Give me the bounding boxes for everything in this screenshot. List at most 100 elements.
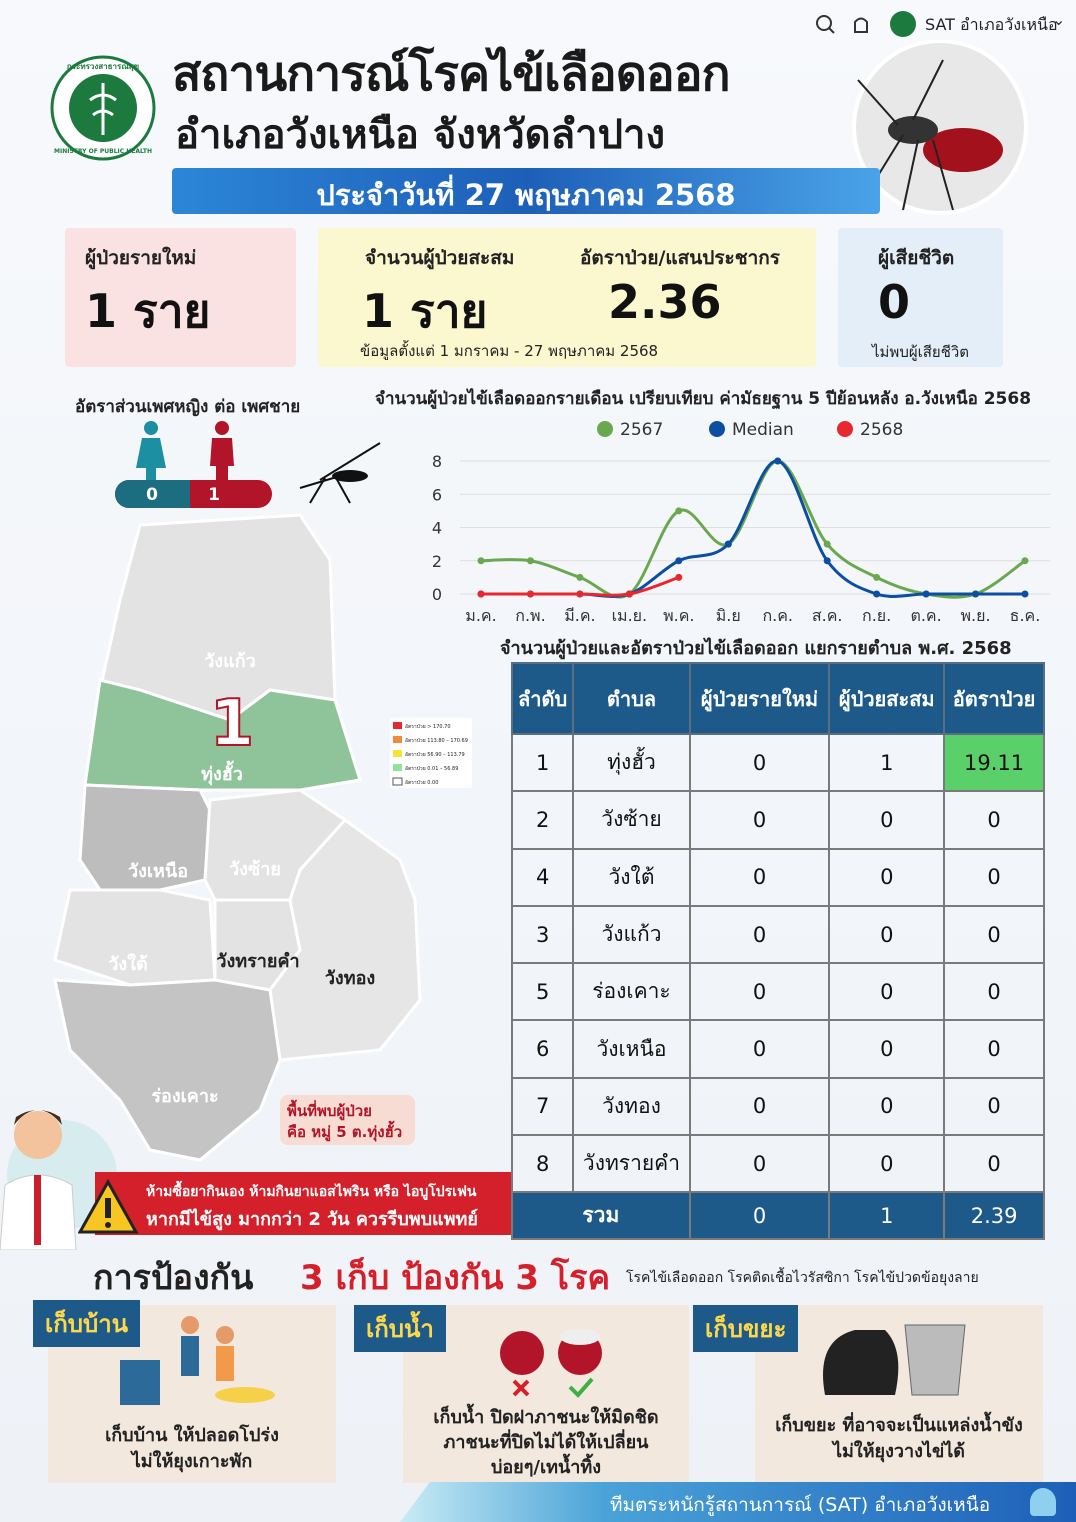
y-tick-label: 0 — [432, 585, 442, 604]
warning-bang — [105, 1198, 111, 1218]
case-count: 1 — [210, 687, 255, 761]
cum-box — [318, 228, 816, 367]
header-cell: อัตราป่วย — [943, 662, 1045, 735]
header-row: ลำดับ ตำบล ผู้ป่วยรายใหม่ ผู้ป่วยสะสม อัตราป… — [510, 662, 1045, 735]
person — [181, 1316, 199, 1334]
table-cell: 0 — [943, 1134, 1045, 1194]
new-value: 1 ราย — [85, 284, 211, 338]
death-label: ผู้เสียชีวิต — [878, 247, 955, 269]
series-point — [1021, 590, 1029, 598]
table-cell: 0 — [828, 1076, 946, 1137]
y-tick-label: 8 — [432, 452, 442, 471]
warning-dot — [105, 1222, 111, 1228]
table-cell: วังแก้ว — [572, 904, 691, 965]
card: เก็บขยะ ที่อาจจะเป็นแหล่งน้ำขัง ไม่ให้ยุ… — [755, 1305, 1043, 1483]
period: ข้อมูลตั้งแต่ 1 มกราคม - 27 พฤษภาคม 2568 — [360, 342, 659, 360]
legend-swatch — [393, 722, 402, 729]
table-cell: 7 — [510, 1076, 575, 1137]
district-label: วังทรายคำ — [216, 951, 299, 972]
district-label: ร่องเคาะ — [151, 1086, 218, 1107]
rate-value: 2.36 — [608, 275, 722, 329]
doctor-head — [14, 1111, 62, 1159]
header-cell: ผู้ป่วยสะสม — [828, 662, 946, 735]
warning-line: ห้ามซื้อยากินเอง ห้ามกินยาแอสไพริน หรือ … — [146, 1184, 477, 1200]
total-cell: 1 — [828, 1191, 946, 1241]
subtitle: อำเภอวังเหนือ จังหวัดลำปาง — [175, 112, 665, 158]
legend-swatch — [393, 764, 402, 771]
card-line: เก็บบ้าน ให้ปลอดโปร่ง — [105, 1425, 279, 1446]
card-line: ภาชนะที่ปิดไม่ได้ให้เปลี่ยน — [443, 1432, 649, 1453]
bell-icon[interactable] — [854, 17, 868, 33]
search-icon[interactable] — [816, 15, 832, 31]
account-name[interactable]: SAT อำเภอวังเหนือ — [925, 15, 1058, 34]
table-row: 1 ทุ่งฮั้ว 0 1 19.11 — [510, 732, 1045, 793]
cabinet — [120, 1360, 160, 1405]
table-row: 8 วังทรายคำ 0 0 0 — [510, 1134, 1045, 1194]
series-point — [477, 557, 485, 565]
note-line: คือ หมู่ 5 ต.ทุ่งฮั้ว — [287, 1120, 402, 1142]
prevention-diseases: โรคไข้เลือดออก โรคติดเชื้อไวรัสซิกา โรคไ… — [626, 1270, 979, 1286]
series-point — [774, 457, 782, 465]
table-cell: 0 — [688, 847, 831, 907]
series-point — [675, 557, 683, 565]
mosquito-body — [923, 128, 1003, 172]
x-tick-label: ธ.ค. — [1010, 606, 1041, 625]
table-cell: 0 — [828, 904, 946, 965]
table-cell: 0 — [828, 1019, 946, 1079]
gender-graphic: 0 1 — [115, 421, 381, 508]
table-row: 7 วังทอง 0 0 0 — [510, 1076, 1045, 1137]
series-point — [972, 590, 980, 598]
x-tick-label: มี.ค. — [564, 606, 595, 625]
jar-open — [500, 1331, 544, 1375]
card-tag: เก็บขยะ — [693, 1305, 799, 1352]
series-point — [576, 573, 584, 581]
table-cell: 2 — [510, 790, 575, 850]
x-tick-label: ก.พ. — [515, 606, 545, 625]
date-bar — [172, 168, 880, 214]
district-label: วังซ้าย — [229, 859, 281, 880]
x-tick-label: ก.ย. — [862, 606, 891, 625]
table-cell: 0 — [943, 790, 1045, 850]
series-point — [873, 573, 881, 581]
card-line: ไม่ให้ยุงเกาะพัก — [131, 1451, 253, 1472]
x-tick-label: ต.ค. — [910, 606, 941, 625]
female-icon — [136, 438, 166, 490]
person — [181, 1336, 199, 1376]
table-cell: 0 — [688, 1076, 831, 1137]
table-cell: 0 — [943, 904, 1045, 965]
table-cell: 5 — [510, 962, 575, 1022]
dropdown-arrow[interactable]: ⌄ — [1052, 10, 1066, 29]
legend-dot — [597, 421, 613, 437]
line-chart: จำนวนผู้ป่วยไข้เลือดออกรายเดือน เปรียบเท… — [375, 388, 1050, 625]
female-bar — [115, 480, 190, 508]
total-cell: 2.39 — [943, 1191, 1045, 1241]
coil — [215, 1387, 275, 1403]
death-box — [838, 228, 1003, 367]
account-avatar[interactable] — [890, 11, 916, 37]
death-note: ไม่พบผู้เสียชีวิต — [872, 343, 970, 361]
search-handle — [828, 27, 835, 34]
x-tick-label: ก.ค. — [762, 606, 793, 625]
series-point — [477, 590, 485, 598]
map: วังแก้ว ทุ่งฮั้ว วังเหนือ วังซ้าย วังใต้… — [53, 513, 472, 1162]
series-point — [576, 590, 584, 598]
male-count: 1 — [208, 485, 220, 505]
legend-dot — [837, 421, 853, 437]
series-point — [526, 557, 534, 565]
cum-label: จำนวนผู้ป่วยสะสม — [365, 247, 515, 269]
death-value: 0 — [878, 275, 911, 329]
table-cell: 0 — [688, 962, 831, 1022]
doctor-hair — [14, 1110, 62, 1125]
series-point — [675, 573, 683, 581]
new-box — [65, 228, 296, 367]
x-tick-label: พ.ค. — [663, 606, 694, 625]
table-cell: 1 — [510, 732, 575, 793]
table-title: จำนวนผู้ป่วยและอัตราป่วยไข้เลือดออก แยกร… — [500, 638, 1012, 659]
new-label: ผู้ป่วยรายใหม่ — [85, 247, 197, 269]
table-cell: วังใต้ — [572, 847, 691, 907]
table-cell: 19.11 — [943, 732, 1045, 793]
y-tick-label: 2 — [432, 552, 442, 571]
logo-en: MINISTRY OF PUBLIC HEALTH — [54, 148, 152, 155]
nav-icons — [816, 15, 868, 34]
district-label: ทุ่งฮั้ว — [201, 760, 243, 786]
